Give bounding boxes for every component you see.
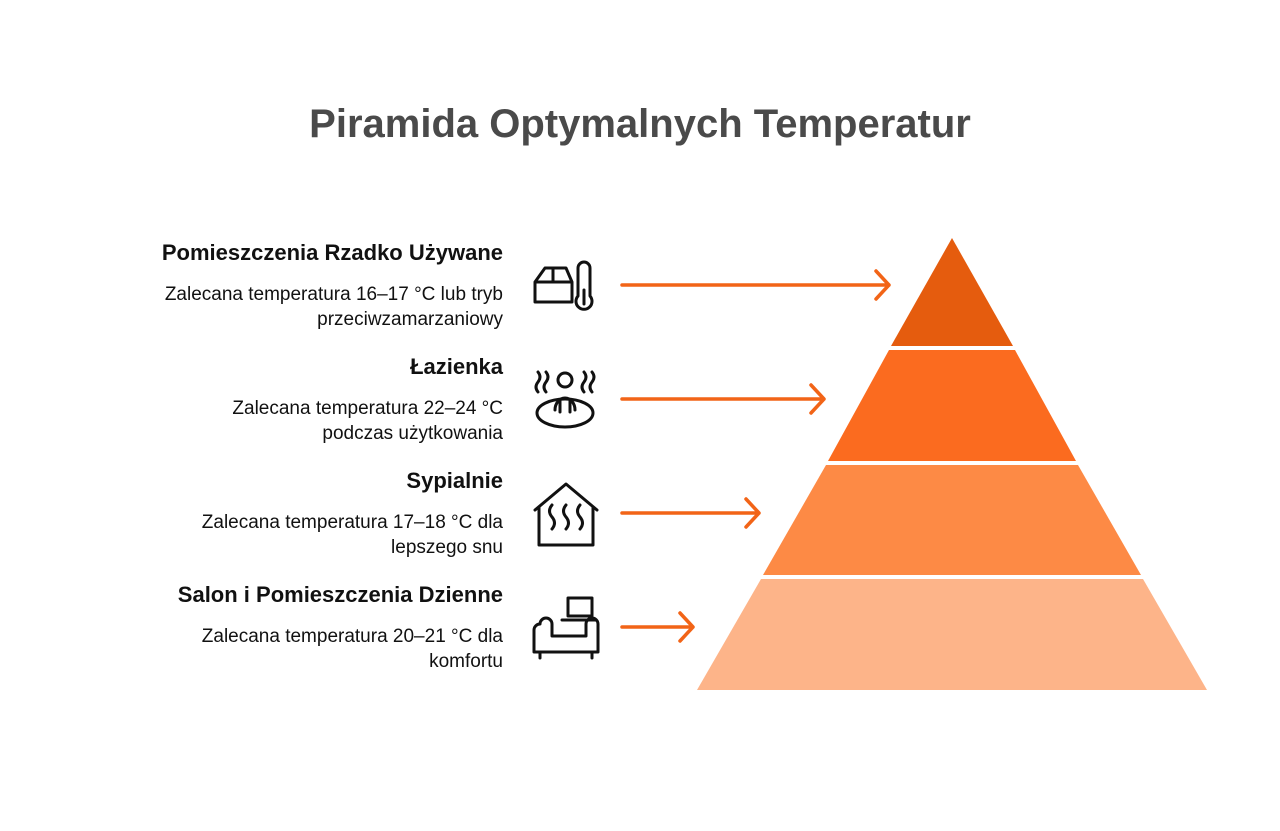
level-title: Salon i Pomieszczenia Dzienne — [177, 582, 503, 607]
level-desc: podczas użytkowania — [322, 423, 503, 444]
level-desc: komfortu — [429, 651, 503, 672]
level-title: Pomieszczenia Rzadko Używane — [161, 240, 503, 265]
pyramid-tier — [891, 238, 1013, 346]
pyramid-tier — [763, 465, 1141, 575]
arrow — [620, 383, 826, 415]
level-desc: lepszego snu — [391, 537, 503, 558]
level: Salon i Pomieszczenia Dzienne Zalecana t… — [60, 582, 503, 674]
title: Piramida Optymalnych Temperatur — [309, 102, 971, 146]
icon-box-thermometer — [533, 260, 594, 311]
level: Łazienka Zalecana temperatura 22–24 °C p… — [60, 354, 503, 446]
arrow — [620, 611, 695, 643]
level: Sypialnie Zalecana temperatura 17–18 °C … — [60, 468, 503, 560]
level-title: Sypialnie — [406, 468, 503, 493]
icon-house — [533, 482, 599, 547]
arrow — [620, 269, 891, 301]
level-desc: Zalecana temperatura 17–18 °C dla — [201, 512, 503, 533]
icon-sauna — [534, 370, 596, 429]
icon-sofa — [532, 596, 600, 660]
pyramid-tier — [828, 350, 1076, 461]
level-desc: przeciwzamarzaniowy — [317, 309, 503, 330]
level-desc: Zalecana temperatura 22–24 °C — [232, 398, 503, 419]
level-desc: Zalecana temperatura 20–21 °C dla — [201, 626, 503, 647]
level: Pomieszczenia Rzadko Używane Zalecana te… — [60, 240, 503, 332]
level-title: Łazienka — [410, 354, 503, 379]
pyramid-tier — [697, 579, 1207, 690]
arrow — [620, 497, 761, 529]
level-desc: Zalecana temperatura 16–17 °C lub tryb — [164, 284, 503, 305]
